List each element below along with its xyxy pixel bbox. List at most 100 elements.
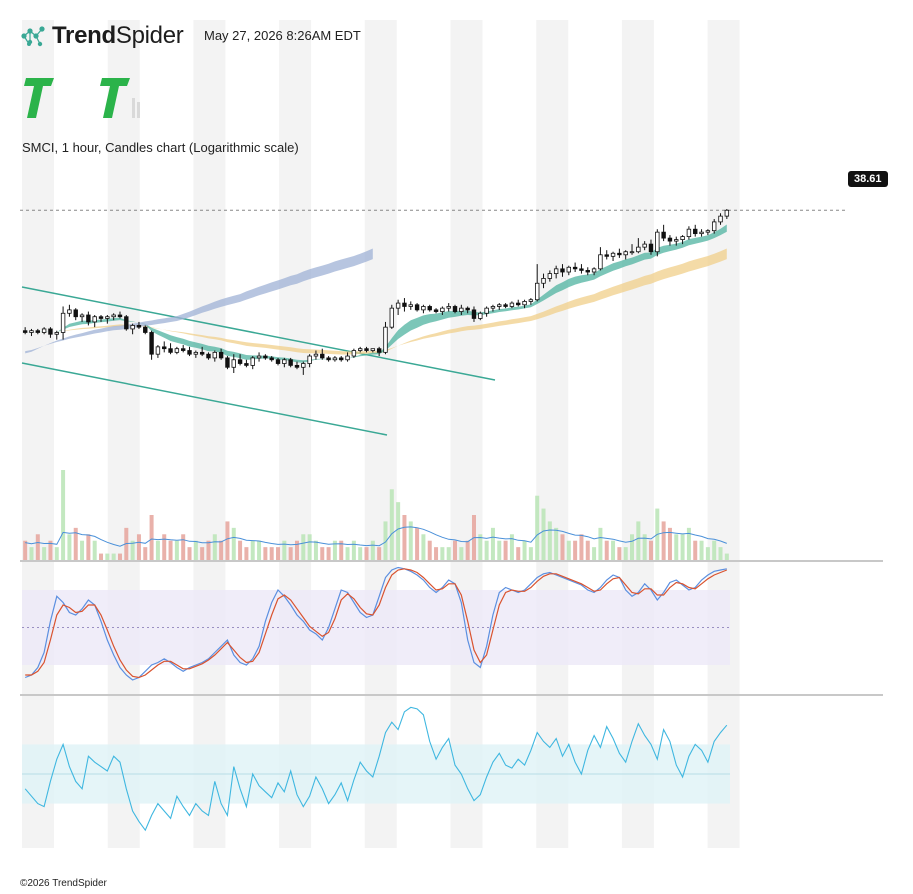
candle-body: [174, 348, 180, 353]
candle: [490, 304, 496, 312]
volume-bar: [699, 540, 704, 560]
volume-bar: [269, 547, 274, 560]
candle-body: [244, 363, 249, 366]
candle-body: [199, 351, 205, 355]
candle: [471, 306, 477, 322]
candle: [370, 348, 376, 353]
candle-body: [534, 282, 540, 301]
volume-bar: [718, 547, 723, 560]
candle: [629, 244, 635, 255]
volume-bar: [516, 547, 521, 560]
candle: [617, 248, 622, 258]
candle: [376, 346, 382, 357]
candle: [724, 208, 730, 220]
candle: [332, 356, 338, 362]
candle-body: [433, 309, 439, 312]
candle: [225, 356, 230, 370]
volume-bar: [193, 540, 198, 560]
volume-bar: [35, 534, 40, 560]
candle: [452, 304, 458, 314]
candle-body: [180, 348, 186, 351]
volume-bar: [434, 547, 439, 560]
candle-body: [585, 270, 590, 273]
candle: [440, 306, 445, 315]
copyright: ©2026 TrendSpider: [20, 878, 107, 889]
candle: [686, 226, 692, 240]
candle-body: [92, 316, 97, 323]
candle: [427, 304, 432, 312]
volume-bar: [459, 547, 464, 560]
candle: [484, 306, 489, 317]
candle: [149, 330, 154, 360]
volume-bar: [351, 540, 356, 560]
candle-body: [591, 268, 597, 273]
candle-body: [522, 301, 527, 306]
candle-body: [497, 304, 502, 307]
volume-bar: [61, 470, 66, 560]
candle-body: [414, 304, 420, 311]
volume-bar: [648, 540, 653, 560]
volume-bar: [162, 534, 167, 560]
candle-body: [648, 243, 654, 253]
candle: [41, 327, 47, 335]
candle-body: [421, 306, 426, 311]
volume-bar: [560, 534, 565, 560]
candle: [256, 352, 262, 362]
candle-body: [629, 251, 635, 254]
volume-bar: [566, 540, 571, 560]
candle-body: [294, 364, 300, 368]
candle: [206, 352, 211, 360]
ema-ribbons: [25, 224, 727, 363]
candle-body: [282, 359, 287, 364]
candle: [111, 313, 116, 321]
candle: [604, 250, 609, 260]
volume-bar: [332, 540, 337, 560]
candle-body: [136, 325, 142, 328]
candle: [307, 354, 312, 368]
candle-body: [623, 251, 628, 256]
candle: [395, 299, 401, 315]
candle: [180, 345, 186, 353]
candle: [67, 304, 72, 317]
candle-body: [383, 326, 388, 353]
volume-bar: [320, 547, 325, 560]
candle-body: [313, 353, 319, 357]
candle-body: [718, 215, 723, 223]
session-band: [107, 20, 140, 848]
candle: [237, 354, 243, 366]
volume-bar: [282, 540, 287, 560]
candle: [572, 262, 578, 273]
volume-bar: [212, 534, 217, 560]
candle: [143, 325, 148, 335]
candle: [661, 224, 666, 242]
candle: [29, 328, 34, 337]
candle: [275, 357, 281, 366]
candle: [674, 236, 679, 246]
candle: [162, 341, 167, 353]
volume-bar: [339, 540, 344, 560]
candle: [345, 352, 350, 362]
candle: [92, 314, 97, 328]
candle: [528, 298, 534, 305]
candle-body: [237, 359, 243, 364]
volume-bar: [579, 534, 584, 560]
candle-body: [478, 312, 483, 319]
ema-ribbon-slow-late: [25, 248, 373, 354]
candle-body: [275, 359, 281, 364]
candle-body: [149, 332, 154, 355]
session-band: [193, 20, 226, 848]
candle: [509, 301, 515, 309]
candle-body: [711, 221, 717, 232]
candle: [414, 303, 420, 312]
volume-bar: [598, 527, 603, 560]
candle-body: [364, 348, 369, 351]
candle-body: [320, 353, 325, 359]
candle: [269, 356, 274, 362]
candle-body: [724, 209, 730, 217]
candle-body: [459, 307, 464, 312]
candle: [187, 346, 192, 357]
candlestick-series: [22, 208, 730, 375]
stoch-k-line: [24, 566, 727, 681]
volume-bar: [294, 540, 299, 560]
brand-name: TrendSpider: [52, 22, 184, 49]
